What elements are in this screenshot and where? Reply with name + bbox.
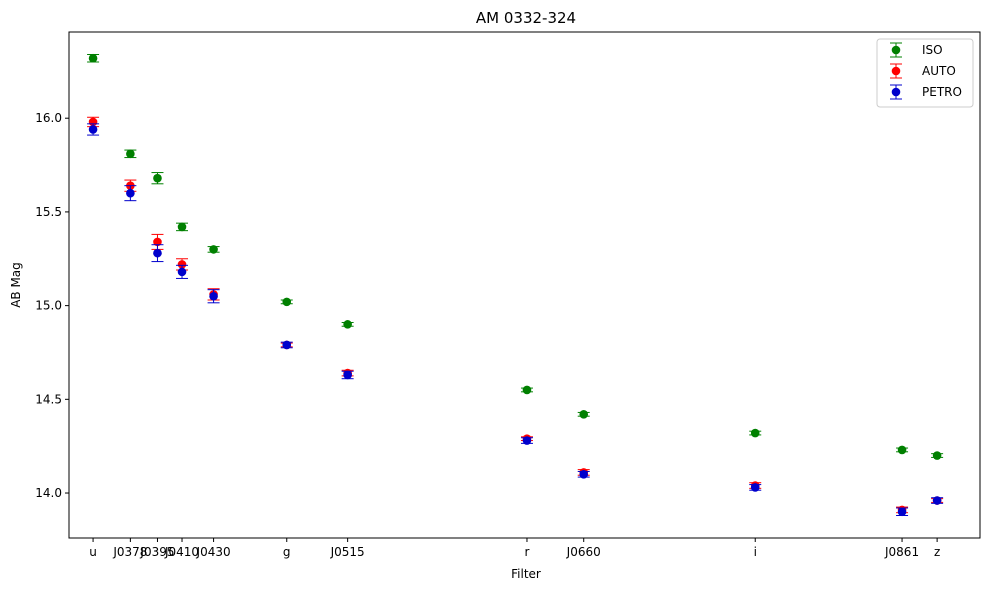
data-point: [153, 237, 162, 247]
legend-label: AUTO: [922, 64, 956, 78]
data-point: [897, 507, 907, 517]
y-axis: 14.0 14.5 15.0 15.5 16.0: [35, 111, 69, 500]
x-tick-label: J0378: [112, 545, 147, 559]
data-point: [897, 445, 907, 455]
data-point: [932, 496, 942, 505]
data-point: [177, 267, 187, 277]
data-point: [522, 385, 532, 395]
data-point: [153, 248, 162, 258]
chart-title: AM 0332-324: [476, 9, 576, 27]
series-iso: [87, 53, 944, 460]
data-point: [282, 340, 292, 350]
x-tick-label: g: [283, 545, 291, 559]
data-point: [177, 222, 187, 232]
series-layer: [87, 53, 944, 517]
series-petro: [87, 123, 944, 517]
legend-label: ISO: [922, 43, 943, 57]
x-tick-label: J0515: [330, 545, 365, 559]
y-tick-label: 15.5: [35, 205, 62, 219]
y-tick-label: 14.5: [35, 392, 62, 406]
y-tick-label: 15.0: [35, 299, 62, 313]
x-tick-label: J0861: [884, 545, 919, 559]
legend: ISO AUTO PETRO: [876, 38, 974, 108]
data-point: [209, 291, 218, 301]
data-point: [750, 483, 760, 492]
legend-marker: [891, 66, 901, 76]
data-point: [750, 428, 760, 438]
legend-label: PETRO: [922, 85, 962, 99]
x-tick-label: J0410: [164, 545, 199, 559]
y-tick-label: 16.0: [35, 111, 62, 125]
x-tick-label: i: [754, 545, 757, 559]
y-axis-title: AB Mag: [9, 262, 23, 308]
data-point: [126, 149, 135, 159]
plot-area: [68, 31, 981, 539]
data-point: [522, 436, 532, 445]
x-tick-label: J0660: [566, 545, 601, 559]
x-tick-label: r: [525, 545, 530, 559]
data-point: [282, 297, 292, 307]
x-tick-label: u: [89, 545, 97, 559]
legend-box: [876, 38, 974, 108]
data-point: [579, 410, 589, 419]
data-point: [343, 320, 352, 329]
data-point: [343, 370, 352, 380]
data-point: [88, 53, 98, 63]
y-tick-label: 14.0: [35, 486, 62, 500]
legend-marker: [891, 87, 901, 97]
data-point: [579, 469, 589, 479]
data-point: [209, 245, 218, 254]
data-point: [126, 188, 135, 198]
data-point: [932, 451, 942, 460]
x-axis-title: Filter: [511, 567, 541, 581]
x-tick-label: J0430: [196, 545, 231, 559]
x-tick-label: z: [934, 545, 940, 559]
plot-frame: [68, 31, 981, 539]
legend-marker: [891, 45, 901, 55]
data-point: [153, 173, 162, 183]
data-point: [88, 125, 98, 134]
x-tick-label: J0395: [139, 545, 174, 559]
data-point: [177, 260, 187, 269]
